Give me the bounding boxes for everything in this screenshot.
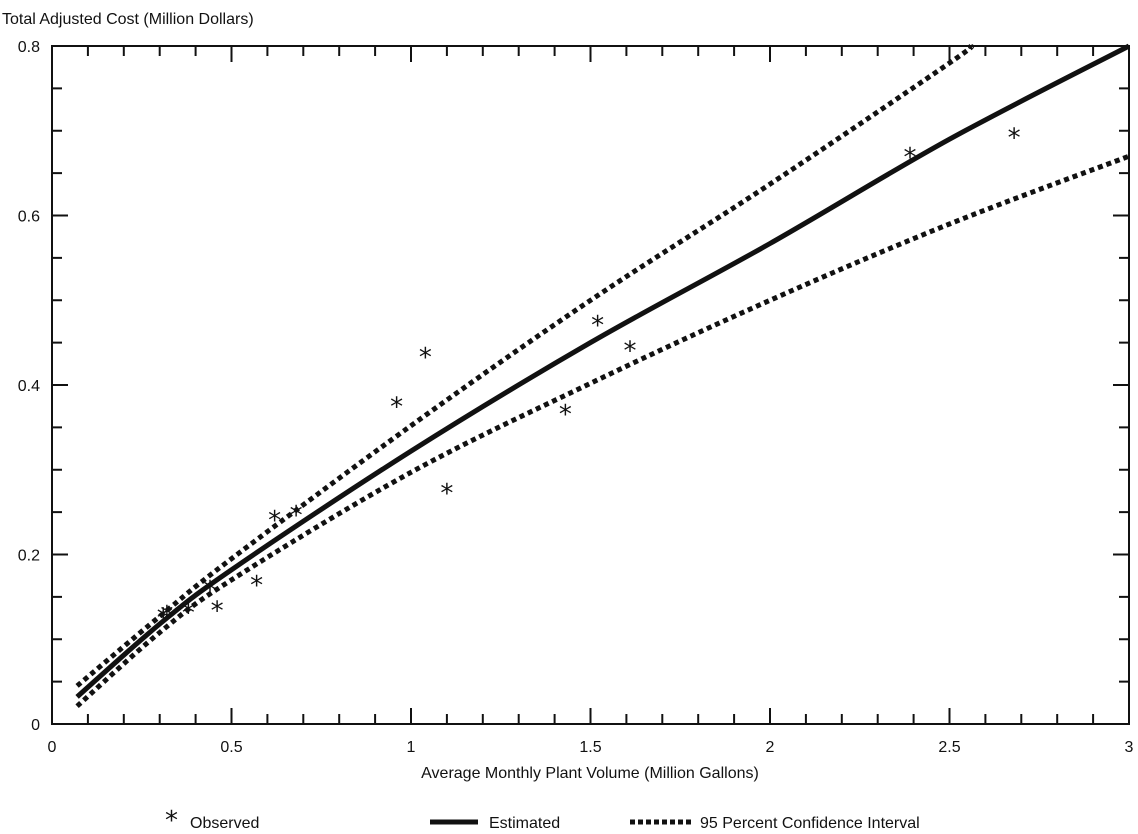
legend-observed-label: Observed (190, 815, 259, 832)
observed-point: * (419, 343, 432, 373)
observed-point: * (182, 598, 195, 628)
observed-point: * (290, 501, 303, 531)
legend: * Observed Estimated 95 Percent Confiden… (165, 806, 920, 834)
x-axis-title: Average Monthly Plant Volume (Million Ga… (421, 765, 759, 782)
legend-observed-marker: * (165, 806, 178, 834)
x-tick-label: 3 (1125, 739, 1134, 756)
observed-points: ** ***** ********* (157, 124, 1021, 634)
y-tick-label: 0.4 (18, 378, 40, 395)
y-tick-label: 0.6 (18, 209, 40, 226)
x-tick-label: 1.5 (579, 739, 601, 756)
observed-point: * (268, 506, 281, 536)
observed-point: * (250, 571, 263, 601)
y-tick-label: 0.2 (18, 548, 40, 565)
series-lines (75, 43, 1131, 709)
observed-point: * (1008, 124, 1021, 154)
observed-point: * (440, 479, 453, 509)
estimated-line (75, 43, 1131, 699)
y-tick-label: 0 (31, 717, 40, 734)
observed-point: * (157, 603, 170, 633)
x-tick-label: 0.5 (220, 739, 242, 756)
plot-frame (51, 45, 1130, 725)
observed-point: * (390, 392, 403, 422)
observed-point: * (559, 400, 572, 430)
x-tick-label: 2.5 (938, 739, 960, 756)
y-axis-title: Total Adjusted Cost (Million Dollars) (2, 11, 254, 28)
observed-point: * (591, 311, 604, 341)
confidence-interval-line (75, 153, 1130, 709)
x-tick-label: 2 (766, 739, 775, 756)
legend-estimated-label: Estimated (489, 815, 560, 832)
tick-labels: 0 0.5 1 1.5 2 2.5 3 0 0.2 0.4 0.6 0.8 (18, 39, 1134, 756)
y-tick-label: 0.8 (18, 39, 40, 56)
x-tick-label: 1 (407, 739, 416, 756)
observed-point: * (623, 336, 636, 366)
x-tick-label: 0 (48, 739, 57, 756)
observed-point: * (203, 576, 216, 606)
observed-point: * (160, 601, 173, 631)
legend-ci-label: 95 Percent Confidence Interval (700, 815, 920, 832)
observed-point: * (904, 143, 917, 173)
observed-point: * (211, 597, 224, 627)
